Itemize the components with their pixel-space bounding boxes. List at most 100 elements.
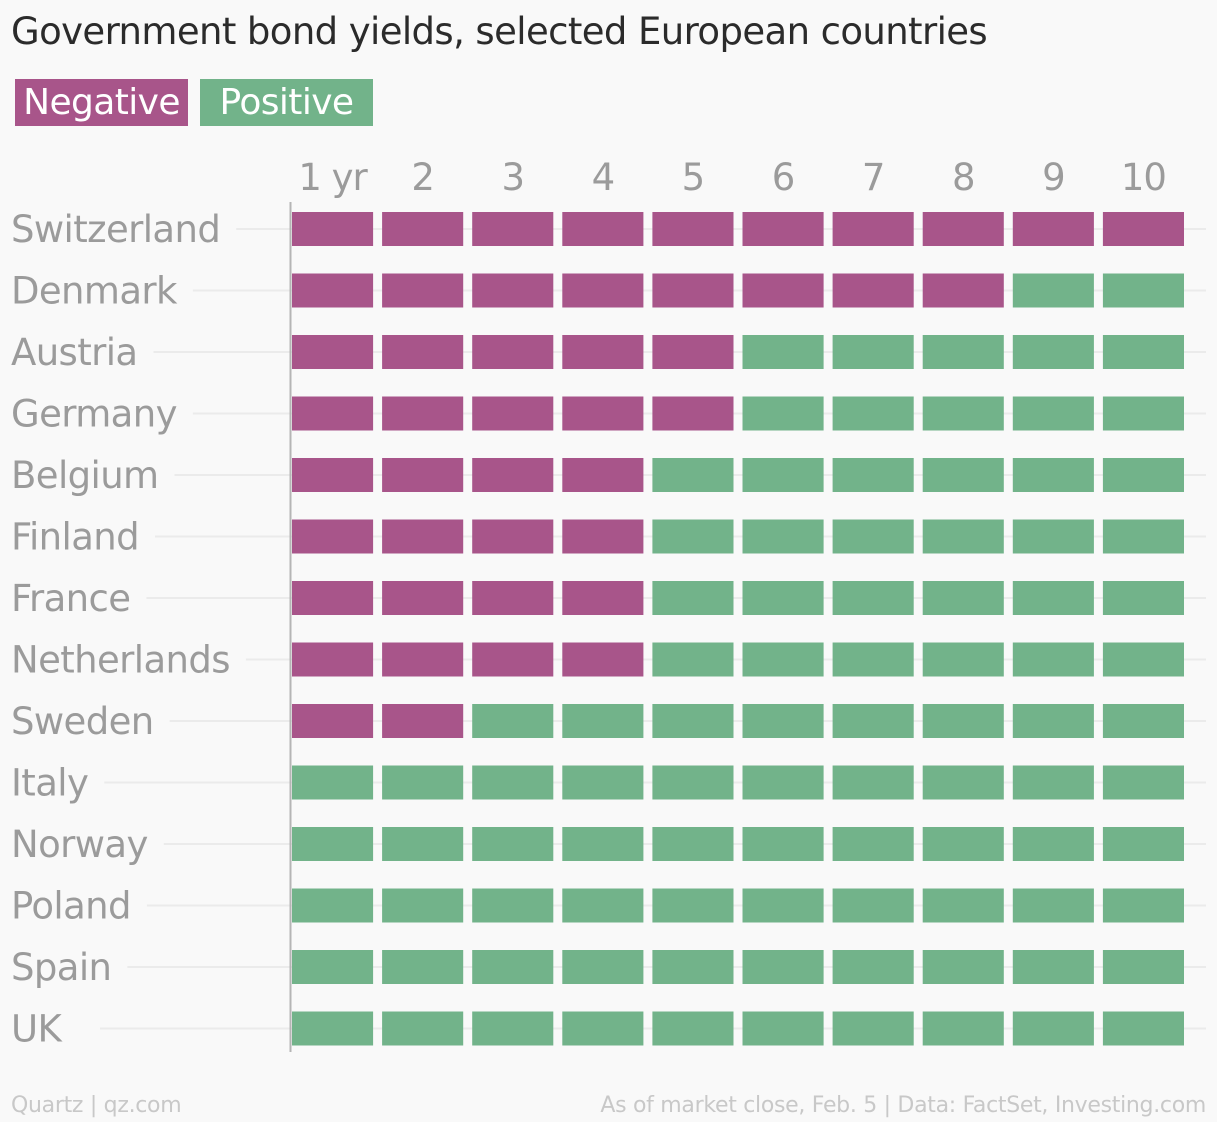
column-label: 7 bbox=[862, 156, 885, 199]
heatmap-cell bbox=[292, 581, 373, 615]
heatmap-cell bbox=[472, 643, 553, 677]
heatmap-cell bbox=[292, 458, 373, 492]
heatmap-cell bbox=[833, 458, 914, 492]
heatmap-cell bbox=[382, 643, 463, 677]
heatmap-cell bbox=[1013, 1012, 1094, 1046]
heatmap-cell bbox=[652, 274, 733, 308]
row-label: Poland bbox=[11, 885, 131, 928]
heatmap-cell bbox=[923, 581, 1004, 615]
heatmap-cell bbox=[1013, 274, 1094, 308]
heatmap-cell bbox=[382, 212, 463, 246]
column-label: 5 bbox=[682, 156, 705, 199]
heatmap-cell bbox=[652, 212, 733, 246]
column-label: 4 bbox=[592, 156, 615, 199]
heatmap-cell bbox=[562, 335, 643, 369]
heatmap-cell bbox=[1103, 274, 1184, 308]
heatmap-cell bbox=[292, 950, 373, 984]
heatmap-cell bbox=[652, 520, 733, 554]
heatmap-cell bbox=[1103, 827, 1184, 861]
row-label: France bbox=[11, 577, 130, 620]
heatmap-cell bbox=[1013, 458, 1094, 492]
heatmap-cell bbox=[562, 643, 643, 677]
heatmap-cell bbox=[472, 950, 553, 984]
row-label: Sweden bbox=[11, 700, 154, 743]
heatmap-cell bbox=[292, 274, 373, 308]
heatmap-cell bbox=[652, 704, 733, 738]
heatmap-cell bbox=[472, 889, 553, 923]
heatmap-cell bbox=[472, 520, 553, 554]
column-label: 2 bbox=[411, 156, 434, 199]
heatmap-cell bbox=[292, 704, 373, 738]
heatmap-cell bbox=[743, 458, 824, 492]
heatmap-cell bbox=[382, 520, 463, 554]
heatmap-cell bbox=[652, 397, 733, 431]
heatmap-cell bbox=[923, 335, 1004, 369]
heatmap-cell bbox=[1013, 950, 1094, 984]
heatmap-cell bbox=[652, 1012, 733, 1046]
heatmap-cell bbox=[923, 704, 1004, 738]
heatmap-cell bbox=[652, 643, 733, 677]
heatmap-cell bbox=[833, 335, 914, 369]
footer-credit: Quartz | qz.com bbox=[11, 1093, 181, 1118]
heatmap-cell bbox=[743, 581, 824, 615]
heatmap-cell bbox=[562, 397, 643, 431]
heatmap-cell bbox=[1103, 581, 1184, 615]
heatmap-cell bbox=[1103, 643, 1184, 677]
heatmap-cell bbox=[743, 827, 824, 861]
heatmap-cell bbox=[1103, 212, 1184, 246]
heatmap-cell bbox=[1103, 889, 1184, 923]
heatmap-cell bbox=[833, 581, 914, 615]
heatmap-cell bbox=[1013, 766, 1094, 800]
heatmap-cell bbox=[562, 950, 643, 984]
heatmap-cell bbox=[923, 889, 1004, 923]
heatmap-cell bbox=[562, 827, 643, 861]
heatmap-cell bbox=[1013, 827, 1094, 861]
heatmap-cell bbox=[1013, 889, 1094, 923]
heatmap-cell bbox=[1103, 458, 1184, 492]
heatmap-cell bbox=[472, 766, 553, 800]
heatmap-cell bbox=[1013, 581, 1094, 615]
heatmap-cell bbox=[1013, 397, 1094, 431]
column-label: 1 yr bbox=[298, 156, 368, 199]
row-label: Germany bbox=[11, 393, 177, 436]
heatmap-cell bbox=[292, 397, 373, 431]
heatmap-cell bbox=[472, 1012, 553, 1046]
heatmap-cell bbox=[833, 827, 914, 861]
heatmap-cell bbox=[923, 458, 1004, 492]
heatmap-cell bbox=[1103, 950, 1184, 984]
column-label: 3 bbox=[501, 156, 524, 199]
heatmap-cell bbox=[382, 704, 463, 738]
heatmap-cell bbox=[923, 950, 1004, 984]
heatmap-cell bbox=[833, 1012, 914, 1046]
row-label: Norway bbox=[11, 823, 148, 866]
heatmap-cell bbox=[472, 212, 553, 246]
heatmap-cell bbox=[1013, 212, 1094, 246]
heatmap-cell bbox=[382, 335, 463, 369]
heatmap-cell bbox=[382, 950, 463, 984]
heatmap-cell bbox=[923, 827, 1004, 861]
heatmap-cell bbox=[652, 335, 733, 369]
row-label: UK bbox=[11, 1008, 63, 1051]
heatmap-cell bbox=[1013, 704, 1094, 738]
heatmap-cell bbox=[652, 950, 733, 984]
heatmap-cell bbox=[382, 889, 463, 923]
heatmap-cell bbox=[292, 1012, 373, 1046]
heatmap-cell bbox=[562, 766, 643, 800]
heatmap-cell bbox=[652, 458, 733, 492]
heatmap-cell bbox=[1103, 335, 1184, 369]
heatmap-cell bbox=[833, 704, 914, 738]
heatmap-cell bbox=[833, 274, 914, 308]
heatmap-cell bbox=[292, 766, 373, 800]
column-label: 8 bbox=[952, 156, 975, 199]
heatmap-cell bbox=[923, 766, 1004, 800]
heatmap-cell bbox=[1103, 520, 1184, 554]
heatmap-cell bbox=[743, 1012, 824, 1046]
heatmap-cell bbox=[923, 397, 1004, 431]
heatmap-cell bbox=[833, 766, 914, 800]
column-label: 10 bbox=[1121, 156, 1166, 199]
column-label: 6 bbox=[772, 156, 795, 199]
heatmap-cell bbox=[833, 950, 914, 984]
row-label: Denmark bbox=[11, 270, 178, 313]
heatmap-cell bbox=[923, 1012, 1004, 1046]
footer-source: As of market close, Feb. 5 | Data: FactS… bbox=[600, 1093, 1206, 1118]
